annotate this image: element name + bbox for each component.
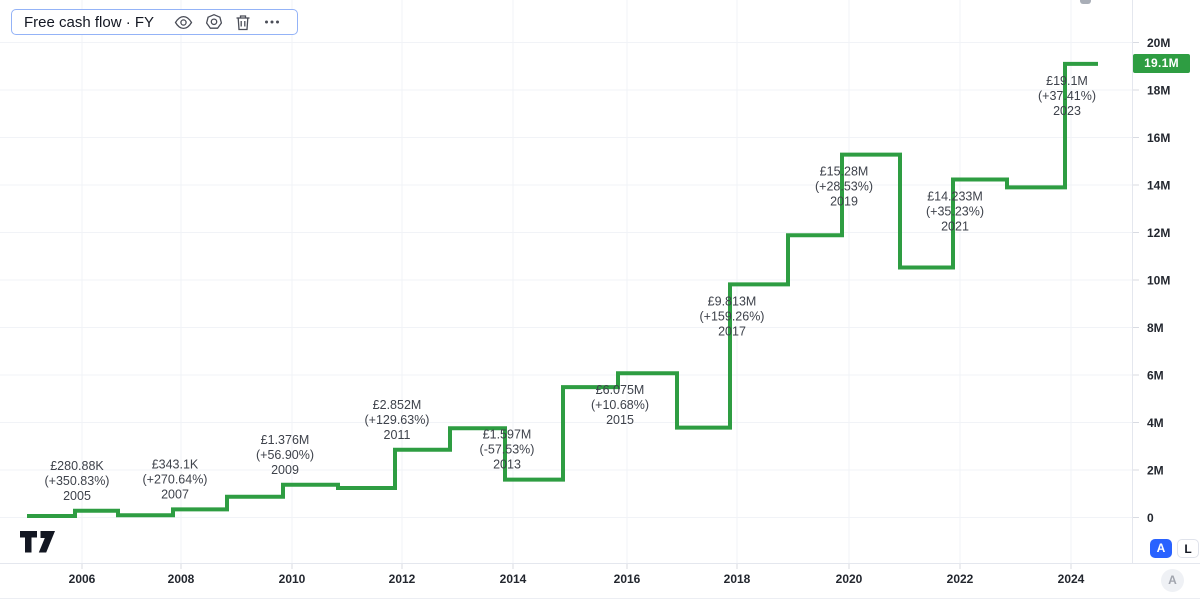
price-axis-divider	[1132, 0, 1133, 563]
price-tick-18M: 18M	[1147, 84, 1170, 98]
trash-icon[interactable]	[229, 12, 257, 33]
log-scale-button[interactable]: L	[1177, 539, 1199, 558]
time-tick-2012: 2012	[389, 572, 416, 586]
annotation-2015: £6.075M (+10.68%) 2015	[591, 383, 649, 427]
annotation-2021: £14.233M (+35.23%) 2021	[926, 189, 984, 233]
time-tick-2008: 2008	[168, 572, 195, 586]
annotation-2005: £280.88K (+350.83%) 2005	[45, 459, 110, 503]
ellipsis-icon[interactable]	[257, 12, 287, 32]
eye-icon[interactable]	[168, 12, 199, 33]
price-tick-12M: 12M	[1147, 226, 1170, 240]
annotation-2023: £19.1M (+37.41%) 2023	[1038, 74, 1096, 118]
bottom-border	[0, 598, 1200, 599]
annotation-2017: £9.813M (+159.26%) 2017	[700, 294, 765, 338]
price-tick-10M: 10M	[1147, 274, 1170, 288]
cropped-toolbar-icon	[1080, 0, 1091, 4]
time-tick-2016: 2016	[614, 572, 641, 586]
corner-a-badge[interactable]: A	[1161, 569, 1184, 592]
price-tick-16M: 16M	[1147, 131, 1170, 145]
time-tick-2014: 2014	[500, 572, 527, 586]
price-axis[interactable]: 20M 18M 16M 14M 12M 10M 8M 6M 4M 2M 0	[1147, 36, 1170, 525]
price-tick-0: 0	[1147, 511, 1154, 525]
time-tick-2018: 2018	[724, 572, 751, 586]
annotation-2011: £2.852M (+129.63%) 2011	[365, 398, 430, 442]
indicator-title: Free cash flow · FY	[24, 13, 155, 31]
annotations: £280.88K (+350.83%) 2005 £343.1K (+270.64%) 2…	[45, 74, 1097, 503]
price-tick-2M: 2M	[1147, 464, 1164, 478]
fcf-step-line	[27, 61, 1098, 518]
price-tick-8M: 8M	[1147, 321, 1164, 335]
time-tick-2024: 2024	[1058, 572, 1085, 586]
time-tick-2020: 2020	[836, 572, 863, 586]
time-axis-divider	[0, 563, 1200, 564]
gridlines	[0, 0, 1139, 569]
time-axis[interactable]: 2006 2008 2010 2012 2014 2016 2018 2020 2022 2024	[69, 572, 1085, 586]
annotation-2007: £343.1K (+270.64%) 2007	[143, 457, 208, 501]
price-tick-14M: 14M	[1147, 179, 1170, 193]
gear-icon[interactable]	[199, 11, 229, 33]
time-tick-2022: 2022	[947, 572, 974, 586]
tradingview-logo-icon[interactable]	[20, 530, 56, 554]
price-tick-6M: 6M	[1147, 369, 1164, 383]
annotation-2013: £1.597M (-57.53%) 2013	[480, 428, 535, 472]
annotation-2019: £15.28M (+28.53%) 2019	[815, 165, 873, 209]
price-tick-4M: 4M	[1147, 416, 1164, 430]
annotation-2009: £1.376M (+56.90%) 2009	[256, 433, 314, 477]
time-tick-2006: 2006	[69, 572, 96, 586]
time-tick-2010: 2010	[279, 572, 306, 586]
auto-scale-button[interactable]: A	[1150, 539, 1172, 558]
last-value-badge: 19.1M	[1133, 54, 1190, 73]
price-tick-20M: 20M	[1147, 36, 1170, 50]
indicator-legend-chip[interactable]: Free cash flow · FY	[11, 9, 299, 35]
